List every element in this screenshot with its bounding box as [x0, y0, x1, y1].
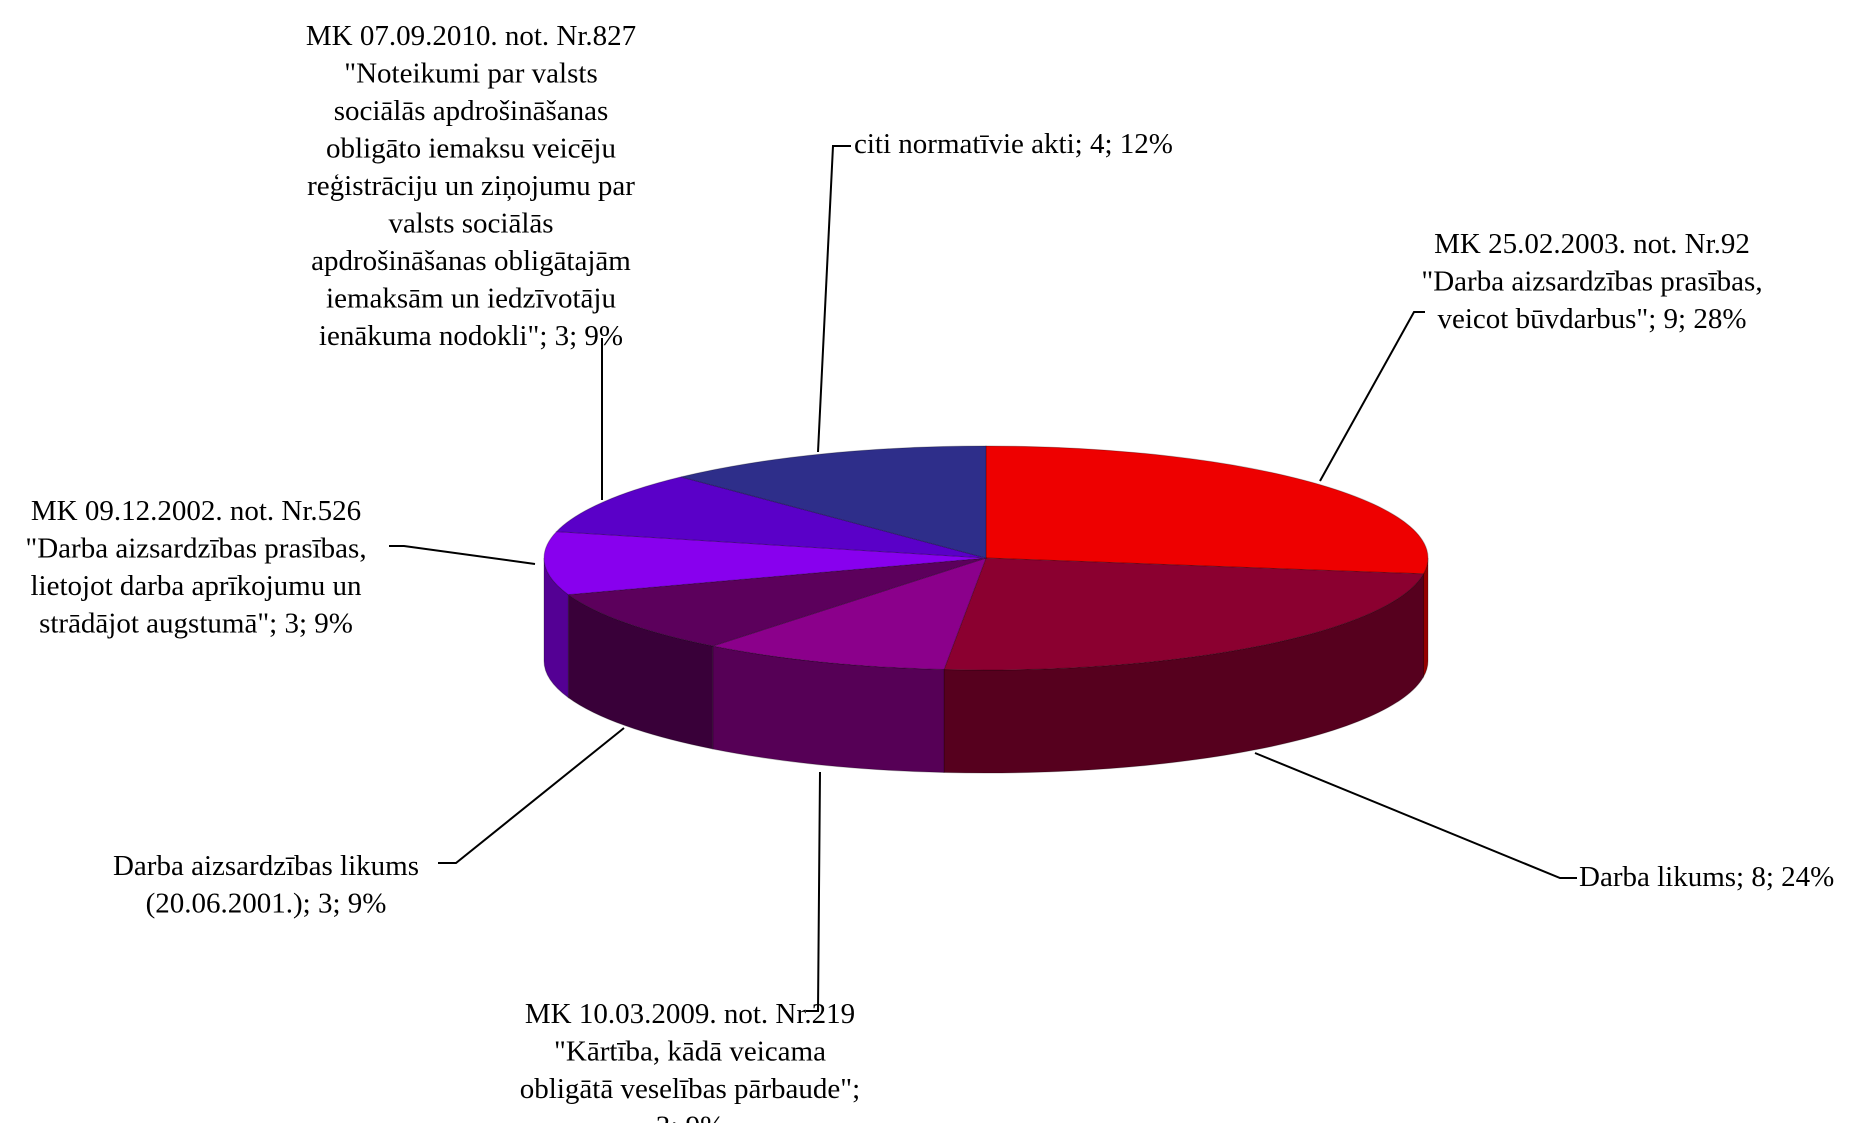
- slice-label-4-line-2: (20.06.2001.); 3; 9%: [146, 888, 387, 920]
- leader-line-5: [389, 545, 536, 565]
- slice-label-2: Darba likums; 8; 24%: [1579, 861, 1834, 893]
- slice-label-4: Darba aizsardzības likums (20.06.2001.); …: [113, 850, 419, 920]
- slice-label-3-line-4: 3; 9%: [656, 1111, 724, 1123]
- slice-label-1: MK 25.02.2003. not. Nr.92 "Darba aizsardz…: [1421, 228, 1762, 335]
- pie-side-walls: [543, 557, 1429, 774]
- slice-label-6-line-2: "Noteikumi par valsts: [344, 58, 597, 90]
- slice-label-6-line-9: ienākuma nodokli"; 3; 9%: [319, 320, 623, 352]
- slice-label-5-line-2: "Darba aizsardzības prasības,: [25, 533, 366, 565]
- slice-label-3-line-3: obligātā veselības pārbaude";: [520, 1073, 860, 1105]
- slice-label-6-line-5: reģistrāciju un ziņojumu par: [307, 170, 635, 202]
- slice-label-3: MK 10.03.2009. not. Nr.219 "Kārtība, kādā…: [520, 998, 860, 1123]
- slice-label-4-line-1: Darba aizsardzības likums: [113, 850, 419, 882]
- slice-labels: MK 25.02.2003. not. Nr.92 "Darba aizsardz…: [25, 20, 1834, 1123]
- slice-label-7-line-1: citi normatīvie akti; 4; 12%: [854, 128, 1173, 160]
- slice-label-1-line-2: "Darba aizsardzības prasības,: [1421, 266, 1762, 298]
- slice-label-1-line-1: MK 25.02.2003. not. Nr.92: [1434, 228, 1750, 260]
- pie-top-faces: [543, 445, 1429, 671]
- pie-slice-7: [680, 445, 987, 559]
- slice-label-5-line-3: lietojot darba aprīkojumu un: [30, 570, 362, 602]
- slice-label-5: MK 09.12.2002. not. Nr.526 "Darba aizsard…: [25, 495, 366, 640]
- slice-label-6-line-4: obligāto iemaksu veicēju: [326, 133, 616, 165]
- slice-label-6-line-6: valsts sociālās: [388, 208, 553, 240]
- pie-slice-5: [543, 531, 987, 596]
- pie-side-5: [543, 557, 569, 699]
- leader-line-2: [1254, 752, 1577, 879]
- leader-line-7: [817, 145, 851, 453]
- pie-side-1: [1423, 557, 1429, 679]
- slice-label-6-line-1: MK 07.09.2010. not. Nr.827: [306, 20, 636, 52]
- slice-label-6-line-8: iemaksām un iedzīvotāju: [326, 283, 616, 315]
- pie-slice-3: [710, 557, 987, 671]
- pie-slice-1: [985, 445, 1429, 575]
- pie-slice-2: [943, 557, 1425, 671]
- slice-label-3-line-1: MK 10.03.2009. not. Nr.219: [525, 998, 855, 1030]
- slice-label-5-line-4: strādājot augstumā"; 3; 9%: [39, 608, 353, 640]
- slice-label-7: citi normatīvie akti; 4; 12%: [854, 128, 1173, 160]
- leader-lines: [389, 145, 1577, 1012]
- pie-slice-6: [555, 476, 987, 559]
- slice-label-6-line-3: sociālās apdrošināšanas: [334, 95, 609, 127]
- slice-label-3-line-2: "Kārtība, kādā veicama: [554, 1036, 826, 1068]
- leader-line-4: [438, 727, 625, 864]
- slice-label-2-line-1: Darba likums; 8; 24%: [1579, 861, 1834, 893]
- pie-slice-4: [566, 557, 987, 647]
- slice-label-6: MK 07.09.2010. not. Nr.827 "Noteikumi par…: [306, 20, 636, 352]
- slice-label-1-line-3: veicot būvdarbus"; 9; 28%: [1437, 303, 1746, 335]
- slice-label-6-line-7: apdrošināšanas obligātajām: [311, 245, 631, 277]
- slice-label-5-line-1: MK 09.12.2002. not. Nr.526: [31, 495, 361, 527]
- leader-line-1: [1319, 311, 1425, 482]
- leader-line-3: [806, 771, 821, 1012]
